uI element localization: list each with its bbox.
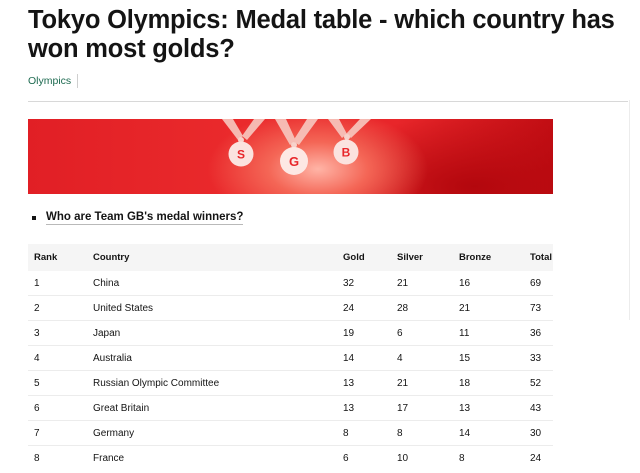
cell-silver: 6 xyxy=(391,320,453,346)
cell-country: Japan xyxy=(87,320,337,346)
cell-gold: 6 xyxy=(337,445,391,470)
cell-total: 69 xyxy=(530,277,542,289)
medal-silver: S xyxy=(228,141,254,167)
cell-country: Germany xyxy=(87,420,337,446)
table-row: 6 Great Britain 13 17 13 43 xyxy=(28,395,553,421)
cell-gold: 32 xyxy=(343,277,355,289)
cell-silver: 28 xyxy=(391,295,453,321)
cell-country: United States xyxy=(87,295,337,321)
column-header-silver: Silver xyxy=(397,252,423,263)
medal-gold: G xyxy=(280,147,308,175)
cell-country: China xyxy=(93,277,120,289)
list-bullet xyxy=(32,216,36,220)
cell-silver: 8 xyxy=(391,420,453,446)
medal-letter-g: G xyxy=(289,154,299,169)
medal-letter-b: B xyxy=(342,146,351,160)
cell-total: 52 xyxy=(524,370,553,396)
cell-rank: 6 xyxy=(28,395,87,421)
column-header-gold: Gold xyxy=(343,252,365,263)
cell-gold: 19 xyxy=(337,320,391,346)
cell-country: Russian Olympic Committee xyxy=(87,370,337,396)
cell-gold: 24 xyxy=(337,295,391,321)
cell-bronze: 16 xyxy=(459,277,471,289)
cell-total: 30 xyxy=(524,420,553,446)
table-row: 4 Australia 14 4 15 33 xyxy=(28,345,553,371)
cell-country: Great Britain xyxy=(87,395,337,421)
header-divider xyxy=(28,101,628,102)
table-row: 8 France 6 10 8 24 xyxy=(28,445,553,470)
table-row: 3 Japan 19 6 11 36 xyxy=(28,320,553,346)
column-header-rank: Rank xyxy=(34,252,58,263)
related-links-list: Who are Team GB's medal winners? xyxy=(32,211,244,225)
cell-rank: 5 xyxy=(28,370,87,396)
topic-tags: Olympics xyxy=(28,73,79,89)
cell-total: 43 xyxy=(524,395,553,421)
medal-letter-s: S xyxy=(237,148,245,162)
table-row: 7 Germany 8 8 14 30 xyxy=(28,420,553,446)
cell-silver: 4 xyxy=(391,345,453,371)
cell-rank: 3 xyxy=(28,320,87,346)
cell-bronze: 11 xyxy=(453,320,524,346)
cell-gold: 13 xyxy=(337,370,391,396)
cell-silver: 21 xyxy=(397,277,409,289)
table-header-row: Rank Country Gold Silver Bronze Total xyxy=(28,244,553,271)
team-gb-medal-winners-link[interactable]: Who are Team GB's medal winners? xyxy=(46,211,244,225)
tag-divider xyxy=(77,74,79,88)
cell-gold: 8 xyxy=(337,420,391,446)
cell-total: 73 xyxy=(524,295,553,321)
table-row: 2 United States 24 28 21 73 xyxy=(28,295,553,321)
cell-bronze: 18 xyxy=(453,370,524,396)
cell-country: Australia xyxy=(87,345,337,371)
medals-banner-image: S G B xyxy=(28,119,553,194)
cell-silver: 21 xyxy=(391,370,453,396)
cell-rank: 4 xyxy=(28,345,87,371)
cell-bronze: 21 xyxy=(453,295,524,321)
cell-bronze: 15 xyxy=(453,345,524,371)
cell-rank: 7 xyxy=(28,420,87,446)
cell-silver: 10 xyxy=(391,445,453,470)
column-header-total: Total xyxy=(530,252,552,263)
cell-total: 24 xyxy=(524,445,553,470)
cell-bronze: 8 xyxy=(453,445,524,470)
cell-gold: 13 xyxy=(337,395,391,421)
cell-gold: 14 xyxy=(337,345,391,371)
column-header-country: Country xyxy=(93,252,130,263)
column-header-bronze: Bronze xyxy=(459,252,492,263)
cell-bronze: 13 xyxy=(453,395,524,421)
cell-total: 33 xyxy=(524,345,553,371)
cell-bronze: 14 xyxy=(453,420,524,446)
cell-country: France xyxy=(87,445,337,470)
cell-total: 36 xyxy=(524,320,553,346)
table-row: 1 China 32 21 16 69 xyxy=(28,271,553,296)
cell-rank: 1 xyxy=(34,277,40,289)
article-headline: Tokyo Olympics: Medal table - which coun… xyxy=(28,6,615,63)
medal-table: Rank Country Gold Silver Bronze Total 1 … xyxy=(28,244,553,470)
cell-silver: 17 xyxy=(391,395,453,421)
medal-bronze: B xyxy=(333,139,359,165)
table-row: 5 Russian Olympic Committee 13 21 18 52 xyxy=(28,370,553,396)
page-edge-divider xyxy=(629,100,630,320)
topic-tag-olympics[interactable]: Olympics xyxy=(28,75,72,87)
medals-illustration: S G B xyxy=(222,119,371,175)
cell-rank: 8 xyxy=(28,445,87,470)
cell-rank: 2 xyxy=(28,295,87,321)
